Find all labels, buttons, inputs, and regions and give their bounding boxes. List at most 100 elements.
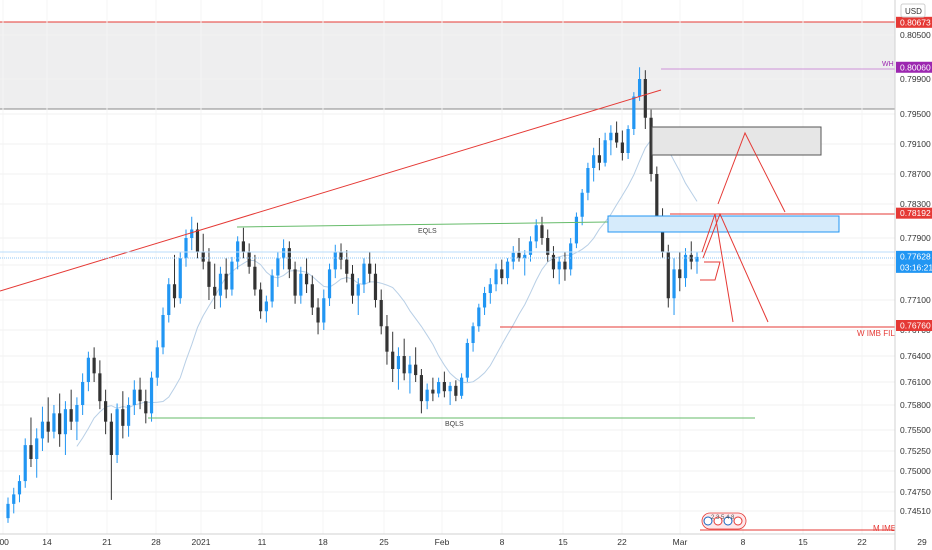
candle-body	[523, 254, 527, 259]
candle-body	[270, 275, 274, 302]
candle-body	[259, 289, 263, 312]
candle-body	[551, 254, 556, 270]
candle-body	[494, 269, 498, 285]
x-tick-label: 8	[500, 537, 505, 547]
event-flag-icon[interactable]	[733, 516, 743, 526]
candle-body	[172, 284, 177, 299]
candle-body	[465, 343, 469, 378]
countdown-label: 03:16:21	[900, 262, 932, 272]
price-tag	[896, 250, 932, 273]
candle-body	[299, 273, 303, 296]
candle-body	[6, 503, 10, 519]
candle-body	[431, 389, 435, 394]
candle-body	[92, 357, 96, 374]
event-flag-icon[interactable]	[723, 516, 733, 526]
candle-body	[161, 315, 165, 348]
candle-body	[425, 389, 429, 402]
x-tick-label: 21	[102, 537, 112, 547]
event-flag-icon[interactable]	[713, 516, 723, 526]
candle-body	[626, 129, 630, 153]
candle-body	[184, 238, 188, 259]
projection-path-1	[717, 131, 786, 213]
candle-body	[46, 421, 50, 432]
candle-body	[339, 251, 343, 260]
candle-body	[620, 142, 624, 153]
y-tick-label: 0.74510	[900, 506, 931, 516]
candle-body	[689, 254, 693, 262]
candles	[6, 67, 699, 523]
candle-body	[29, 445, 33, 459]
candle-body	[586, 168, 590, 193]
event-markers[interactable]: 2 3 5 4 8	[701, 512, 747, 530]
candle-body	[12, 494, 16, 504]
w-imb-fill-label: W IMB FILL	[857, 329, 900, 338]
candle-body	[40, 421, 45, 439]
candle-body	[391, 351, 395, 369]
candle-body	[643, 79, 647, 118]
x-tick-label: Feb	[435, 537, 450, 547]
candle-body	[454, 385, 458, 396]
candle-body	[132, 389, 136, 405]
candle-body	[649, 117, 653, 174]
y-axis: 0.80500 0.79900 0.79500 0.79100 0.78700 0.783…	[900, 30, 931, 516]
candle-body	[637, 79, 642, 97]
projection-path-3	[702, 212, 769, 323]
price-tag-label: 0.80060	[900, 62, 931, 72]
candle-body	[563, 261, 567, 270]
y-tick-label: 0.79500	[900, 109, 931, 119]
candle-body	[402, 356, 406, 374]
y-tick-label: 0.79100	[900, 139, 931, 149]
candle-body	[534, 225, 538, 242]
candle-body	[115, 409, 119, 455]
price-axis[interactable]	[895, 0, 932, 550]
currency-badge[interactable]	[900, 3, 926, 18]
y-tick-label: 0.75800	[900, 400, 931, 410]
bqls-label: BQLS	[445, 421, 464, 428]
candle-body	[322, 298, 326, 323]
candle-body	[517, 252, 521, 259]
candle-body	[69, 409, 73, 422]
candle-body	[471, 326, 475, 343]
event-flag-icon[interactable]	[703, 516, 713, 526]
candle-body	[126, 405, 131, 426]
projection-path-4	[700, 261, 721, 281]
candle-body	[109, 421, 113, 455]
price-tag	[896, 16, 932, 28]
candle-body	[230, 261, 234, 290]
candle-body	[597, 155, 601, 163]
x-tick-label: 28	[151, 537, 161, 547]
candle-body	[81, 382, 85, 405]
candle-body	[58, 413, 62, 435]
candle-body	[75, 405, 79, 422]
x-tick-label: 15	[798, 537, 808, 547]
candle-body	[592, 155, 596, 168]
x-tick-label: Mar	[673, 537, 688, 547]
price-tag-label: 0.80673	[900, 17, 931, 27]
candle-body	[655, 174, 659, 217]
price-tag-label: 0.77628	[900, 251, 931, 261]
candle-body	[569, 243, 573, 270]
candle-body	[86, 357, 90, 382]
x-tick-label: 18	[318, 537, 328, 547]
x-tick-label: 14	[42, 537, 52, 547]
candle-body	[293, 269, 297, 296]
candle-body	[448, 385, 452, 392]
x-tick-label: :00	[0, 537, 9, 547]
candle-body	[310, 284, 314, 308]
candle-body	[287, 248, 291, 270]
candle-body	[500, 269, 504, 279]
candle-body	[540, 225, 544, 238]
candle-body	[224, 273, 228, 290]
candle-body	[241, 241, 246, 252]
candle-body	[368, 263, 372, 274]
x-tick-label: 8	[741, 537, 746, 547]
imbalance-box	[607, 215, 840, 233]
x-axis: :00 14 21 28 2021 11 18 25 Feb 8 15 22 Mar 8 15 22 29	[0, 537, 927, 547]
candle-body	[396, 356, 401, 369]
candle-body	[282, 248, 286, 259]
candle-body	[459, 377, 464, 396]
candle-body	[121, 409, 125, 426]
candle-body	[149, 377, 154, 414]
